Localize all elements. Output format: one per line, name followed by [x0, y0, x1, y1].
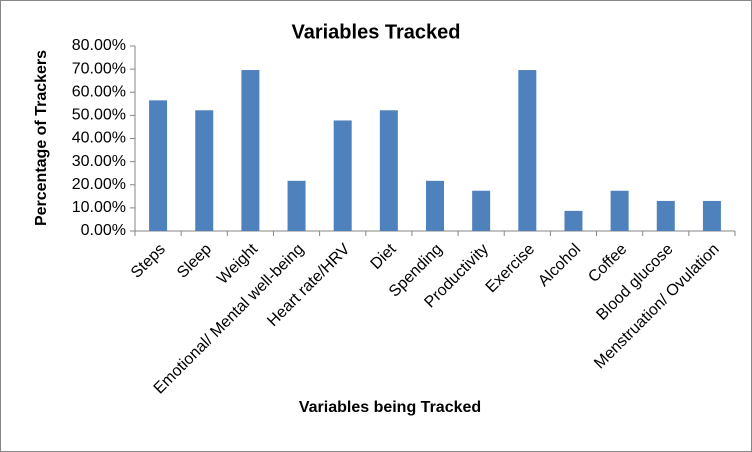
bar [379, 110, 398, 231]
bar [656, 200, 675, 231]
bar [195, 110, 214, 231]
chart-title: Variables Tracked [291, 21, 460, 43]
bar [241, 70, 260, 231]
bar [518, 70, 537, 231]
y-tick-label: 70.00% [72, 60, 126, 77]
bar [610, 190, 629, 231]
y-axis-title: Percentage of Trackers [33, 50, 50, 226]
y-tick-label: 40.00% [72, 130, 126, 147]
y-tick-label: 0.00% [81, 222, 126, 239]
bar [149, 100, 168, 231]
y-tick-label: 80.00% [72, 37, 126, 54]
bar [702, 200, 721, 231]
bar [472, 190, 491, 231]
y-tick-label: 20.00% [72, 176, 126, 193]
bar [426, 180, 444, 231]
bar [333, 120, 352, 231]
y-tick-label: 10.00% [72, 199, 126, 216]
y-tick-label: 60.00% [72, 83, 126, 100]
y-tick-label: 50.00% [72, 107, 126, 124]
bar [287, 180, 306, 231]
x-axis-title: Variables being Tracked [299, 399, 481, 416]
y-tick-label: 30.00% [72, 153, 126, 170]
bar [564, 210, 583, 231]
